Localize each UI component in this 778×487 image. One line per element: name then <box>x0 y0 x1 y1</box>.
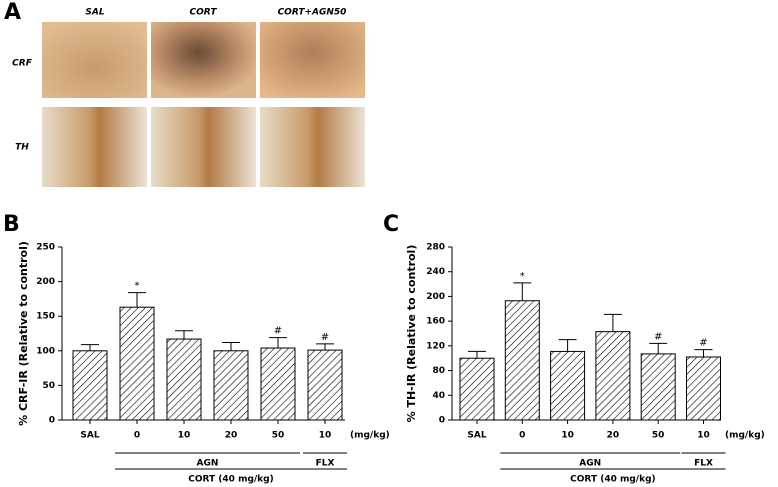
significance: * <box>520 271 525 282</box>
significance: # <box>654 331 662 342</box>
x-tick-label: 10 <box>561 431 574 441</box>
x-tick-label: SAL <box>467 431 486 441</box>
bar <box>166 338 202 421</box>
x-tick-label: 0 <box>134 431 140 441</box>
bar <box>640 353 676 421</box>
image <box>260 107 365 187</box>
column-label: CORT <box>190 8 218 18</box>
bar <box>459 357 495 421</box>
bar <box>307 349 343 421</box>
micrographs: SAL CORT CORT+AGN50 CRF TH <box>12 8 365 187</box>
y-tick-label: 240 <box>426 267 445 277</box>
row-label: TH <box>15 143 29 153</box>
image <box>260 22 365 98</box>
bar <box>504 300 540 421</box>
bar <box>72 350 108 421</box>
y-tick-label: 0 <box>439 416 445 426</box>
y-tick-label: 200 <box>36 277 55 287</box>
y-tick-label: 250 <box>36 243 55 253</box>
y-tick-label: 50 <box>42 381 55 391</box>
panel-label: C <box>383 212 399 237</box>
group-label: CORT (40 mg/kg) <box>188 475 273 485</box>
y-tick-label: 100 <box>36 346 55 356</box>
x-tick-label: 20 <box>225 431 238 441</box>
y-tick-label: 200 <box>426 292 445 302</box>
y-tick-label: 160 <box>426 317 445 327</box>
x-unit: (mg/kg) <box>725 431 765 441</box>
y-tick-label: 80 <box>432 366 445 376</box>
y-tick-label: 280 <box>426 243 445 253</box>
column-label: CORT+AGN50 <box>278 8 347 18</box>
group-label: AGN <box>197 459 219 469</box>
image <box>151 107 256 187</box>
bar <box>213 350 249 421</box>
x-tick-label: SAL <box>80 431 99 441</box>
significance: # <box>321 332 329 343</box>
y-axis-label: % TH-IR (Relative to control) <box>405 245 418 423</box>
row-label: CRF <box>12 59 33 69</box>
significance: # <box>699 338 707 349</box>
significance: * <box>135 281 140 292</box>
bar <box>119 306 155 421</box>
y-tick-label: 0 <box>49 416 55 426</box>
group-label: CORT (40 mg/kg) <box>570 475 655 485</box>
y-tick-label: 40 <box>432 391 445 401</box>
group-label: AGN <box>579 459 601 469</box>
image <box>42 107 147 187</box>
bar <box>686 356 721 421</box>
bar <box>595 331 631 421</box>
x-tick-label: 50 <box>272 431 285 441</box>
image <box>151 22 256 98</box>
x-tick-label: 20 <box>607 431 620 441</box>
significance: # <box>274 326 282 337</box>
image <box>42 22 147 98</box>
group-label: FLX <box>694 459 713 469</box>
panel-label: A <box>4 0 21 25</box>
y-tick-label: 120 <box>426 341 445 351</box>
x-tick-label: 0 <box>519 431 525 441</box>
x-unit: (mg/kg) <box>350 431 390 441</box>
y-axis-label: % CRF-IR (Relative to control) <box>17 241 30 426</box>
bar <box>550 350 586 421</box>
group-label: FLX <box>316 459 335 469</box>
x-tick-label: 10 <box>319 431 332 441</box>
y-tick-label: 150 <box>36 312 55 322</box>
x-tick-label: 10 <box>697 431 710 441</box>
column-label: SAL <box>85 8 104 18</box>
bar <box>260 347 296 421</box>
panel-label: B <box>3 212 20 237</box>
x-tick-label: 10 <box>178 431 191 441</box>
x-tick-label: 50 <box>652 431 665 441</box>
